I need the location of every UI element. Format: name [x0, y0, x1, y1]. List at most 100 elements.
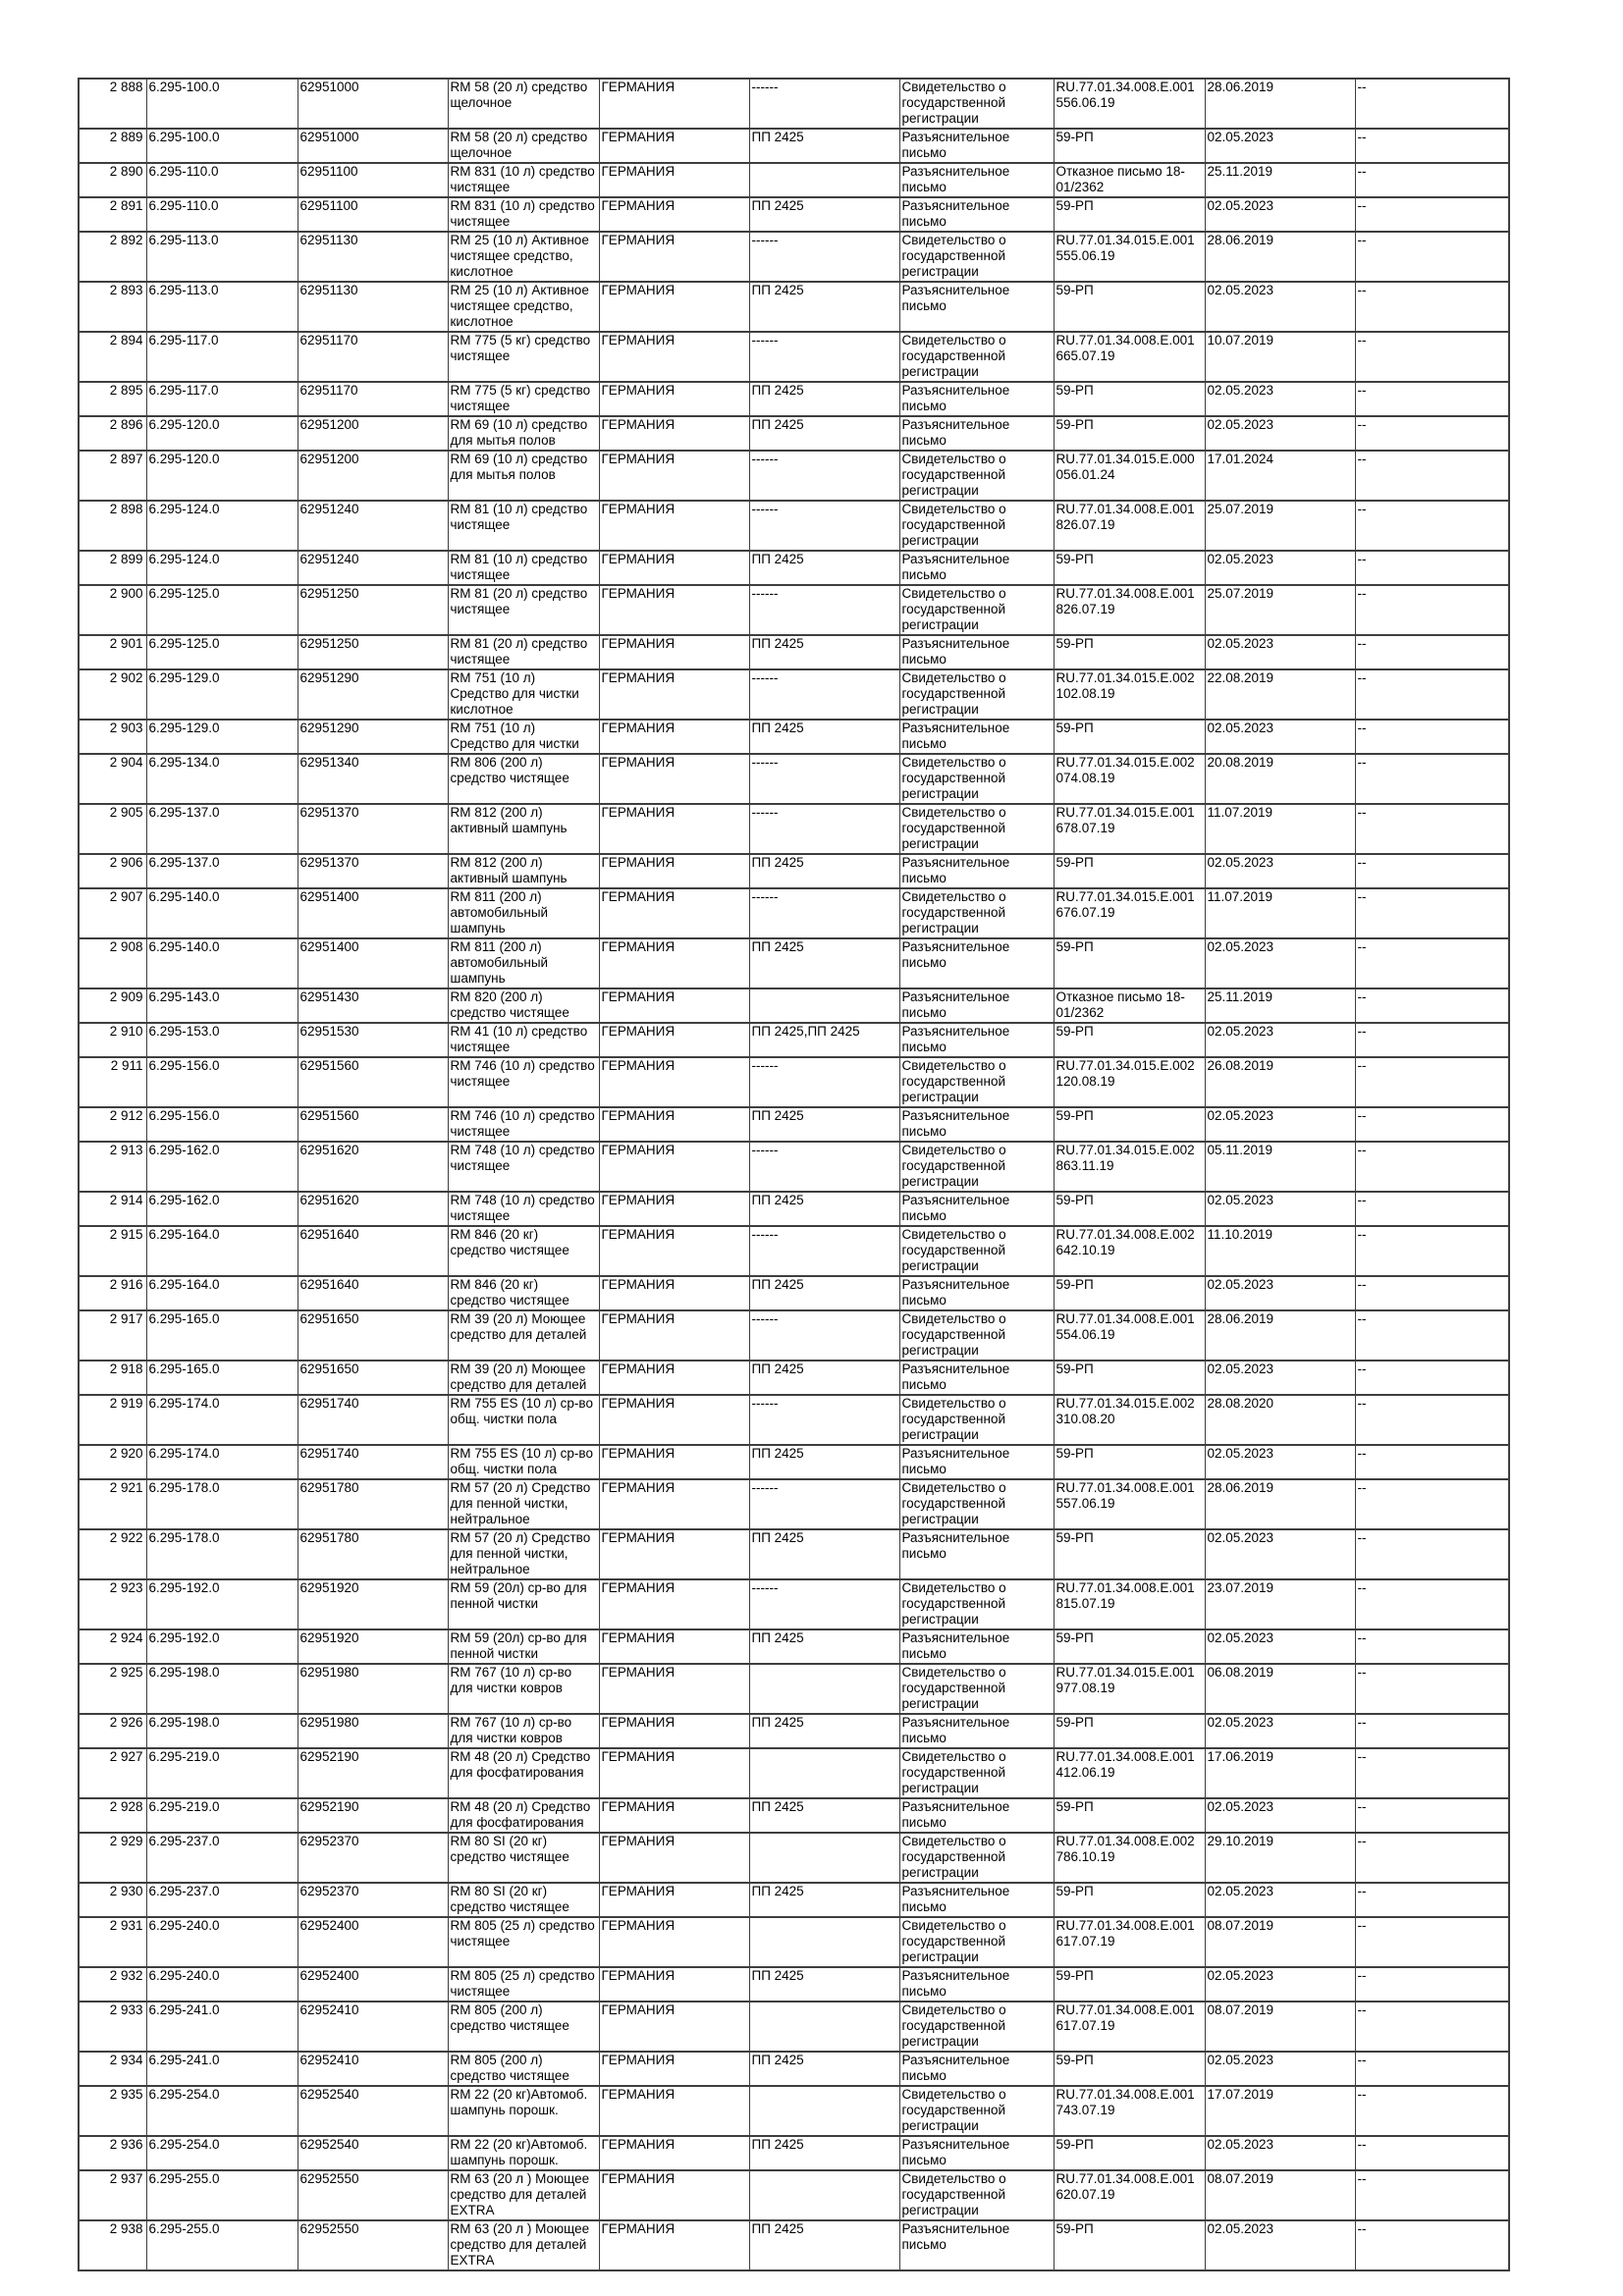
cell-pp-number: ПП 2425 [748, 1629, 900, 1665]
cell-document-type: Разъяснительное письмо [898, 128, 1055, 164]
cell-document-type: Свидетельство о государственной регистра… [898, 1747, 1055, 1799]
cell-country: ГЕРМАНИЯ [598, 231, 750, 283]
cell-row-number: 2 936 [78, 2135, 147, 2171]
cell-row-number: 2 916 [78, 1275, 147, 1311]
table-row: 2 917 6.295-165.0 62951650 RM 39 (20 л) … [78, 1309, 1510, 1362]
cell-document-date: 02.05.2023 [1204, 853, 1356, 889]
cell-product-name: RM 41 (10 л) средство чистящее [447, 1022, 600, 1058]
cell-note: -- [1354, 231, 1510, 283]
cell-document-type: Свидетельство о государственной регистра… [898, 1832, 1055, 1884]
cell-article: 6.295-162.0 [145, 1141, 298, 1193]
cell-document-date: 06.08.2019 [1204, 1663, 1356, 1715]
cell-row-number: 2 922 [78, 1528, 147, 1580]
table-row: 2 918 6.295-165.0 62951650 RM 39 (20 л) … [78, 1360, 1510, 1396]
cell-product-name: RM 59 (20л) ср-во для пенной чистки [447, 1629, 600, 1665]
cell-document-number: RU.77.01.34.008.E.001 826.07.19 [1053, 584, 1206, 636]
cell-country: ГЕРМАНИЯ [598, 668, 750, 721]
cell-product-name: RM 59 (20л) ср-во для пенной чистки [447, 1578, 600, 1630]
cell-pp-number [748, 162, 900, 198]
cell-note: -- [1354, 2169, 1510, 2221]
cell-country: ГЕРМАНИЯ [598, 1629, 750, 1665]
cell-country: ГЕРМАНИЯ [598, 1360, 750, 1396]
cell-document-number: 59-РП [1053, 1444, 1206, 1480]
cell-country: ГЕРМАНИЯ [598, 78, 750, 130]
cell-article: 6.295-125.0 [145, 584, 298, 636]
cell-code: 62951980 [297, 1713, 449, 1749]
cell-document-date: 28.06.2019 [1204, 78, 1356, 130]
cell-document-number: RU.77.01.34.015.E.001 676.07.19 [1053, 887, 1206, 939]
cell-code: 62951740 [297, 1444, 449, 1480]
cell-code: 62951200 [297, 415, 449, 452]
cell-document-type: Разъяснительное письмо [898, 1629, 1055, 1665]
cell-document-number: RU.77.01.34.008.E.001 743.07.19 [1053, 2085, 1206, 2137]
cell-country: ГЕРМАНИЯ [598, 1916, 750, 1968]
table-row: 2 904 6.295-134.0 62951340 RM 806 (200 л… [78, 753, 1510, 805]
table-row: 2 915 6.295-164.0 62951640 RM 846 (20 кг… [78, 1225, 1510, 1277]
cell-document-type: Свидетельство о государственной регистра… [898, 1478, 1055, 1530]
cell-document-date: 22.08.2019 [1204, 668, 1356, 721]
table-row: 2 911 6.295-156.0 62951560 RM 746 (10 л)… [78, 1056, 1510, 1108]
cell-note: -- [1354, 1394, 1510, 1446]
cell-note: -- [1354, 2085, 1510, 2137]
cell-document-date: 17.07.2019 [1204, 2085, 1356, 2137]
cell-product-name: RM 22 (20 кг)Автомоб. шампунь порошк. [447, 2085, 600, 2137]
cell-product-name: RM 81 (10 л) средство чистящее [447, 550, 600, 586]
cell-article: 6.295-117.0 [145, 331, 298, 383]
cell-article: 6.295-162.0 [145, 1191, 298, 1227]
cell-article: 6.295-192.0 [145, 1629, 298, 1665]
cell-article: 6.295-110.0 [145, 196, 298, 233]
cell-pp-number: ПП 2425 [748, 1444, 900, 1480]
cell-product-name: RM 805 (25 л) средство чистящее [447, 1916, 600, 1968]
cell-note: -- [1354, 634, 1510, 670]
cell-document-number: RU.77.01.34.008.E.001 665.07.19 [1053, 331, 1206, 383]
table-row: 2 905 6.295-137.0 62951370 RM 812 (200 л… [78, 803, 1510, 855]
cell-row-number: 2 905 [78, 803, 147, 855]
cell-document-number: RU.77.01.34.008.E.002 786.10.19 [1053, 1832, 1206, 1884]
cell-pp-number [748, 2169, 900, 2221]
cell-country: ГЕРМАНИЯ [598, 937, 750, 989]
cell-product-name: RM 39 (20 л) Моющее средство для деталей [447, 1360, 600, 1396]
cell-row-number: 2 930 [78, 1882, 147, 1918]
cell-article: 6.295-124.0 [145, 550, 298, 586]
cell-pp-number: ------ [748, 450, 900, 502]
cell-code: 62951250 [297, 634, 449, 670]
cell-document-date: 02.05.2023 [1204, 1360, 1356, 1396]
cell-code: 62951000 [297, 78, 449, 130]
cell-row-number: 2 915 [78, 1225, 147, 1277]
cell-product-name: RM 775 (5 кг) средство чистящее [447, 331, 600, 383]
cell-pp-number: ПП 2425 [748, 128, 900, 164]
cell-code: 62951290 [297, 719, 449, 755]
cell-product-name: RM 751 (10 л) Средство для чистки [447, 719, 600, 755]
cell-note: -- [1354, 1225, 1510, 1277]
cell-document-number: RU.77.01.34.015.E.000 056.01.24 [1053, 450, 1206, 502]
cell-article: 6.295-143.0 [145, 988, 298, 1024]
cell-document-number: Отказное письмо 18-01/2362 [1053, 162, 1206, 198]
cell-country: ГЕРМАНИЯ [598, 281, 750, 333]
cell-article: 6.295-140.0 [145, 887, 298, 939]
cell-code: 62951370 [297, 803, 449, 855]
cell-document-number: RU.77.01.34.008.E.002 642.10.19 [1053, 1225, 1206, 1277]
cell-code: 62951620 [297, 1141, 449, 1193]
cell-country: ГЕРМАНИЯ [598, 1663, 750, 1715]
cell-document-date: 25.07.2019 [1204, 500, 1356, 552]
cell-article: 6.295-255.0 [145, 2219, 298, 2271]
cell-note: -- [1354, 1309, 1510, 1362]
cell-country: ГЕРМАНИЯ [598, 450, 750, 502]
table-row: 2 892 6.295-113.0 62951130 RM 25 (10 л) … [78, 231, 1510, 283]
cell-document-type: Разъяснительное письмо [898, 1275, 1055, 1311]
cell-document-date: 02.05.2023 [1204, 281, 1356, 333]
cell-product-name: RM 748 (10 л) средство чистящее [447, 1191, 600, 1227]
cell-document-type: Разъяснительное письмо [898, 381, 1055, 417]
cell-code: 62951130 [297, 231, 449, 283]
cell-row-number: 2 921 [78, 1478, 147, 1530]
cell-product-name: RM 812 (200 л) активный шампунь [447, 853, 600, 889]
cell-document-type: Свидетельство о государственной регистра… [898, 2169, 1055, 2221]
cell-article: 6.295-137.0 [145, 853, 298, 889]
cell-code: 62951100 [297, 162, 449, 198]
cell-document-number: 59-РП [1053, 2051, 1206, 2087]
cell-note: -- [1354, 2001, 1510, 2053]
cell-document-date: 29.10.2019 [1204, 1832, 1356, 1884]
cell-article: 6.295-113.0 [145, 231, 298, 283]
cell-pp-number: ПП 2425 [748, 2051, 900, 2087]
cell-row-number: 2 895 [78, 381, 147, 417]
